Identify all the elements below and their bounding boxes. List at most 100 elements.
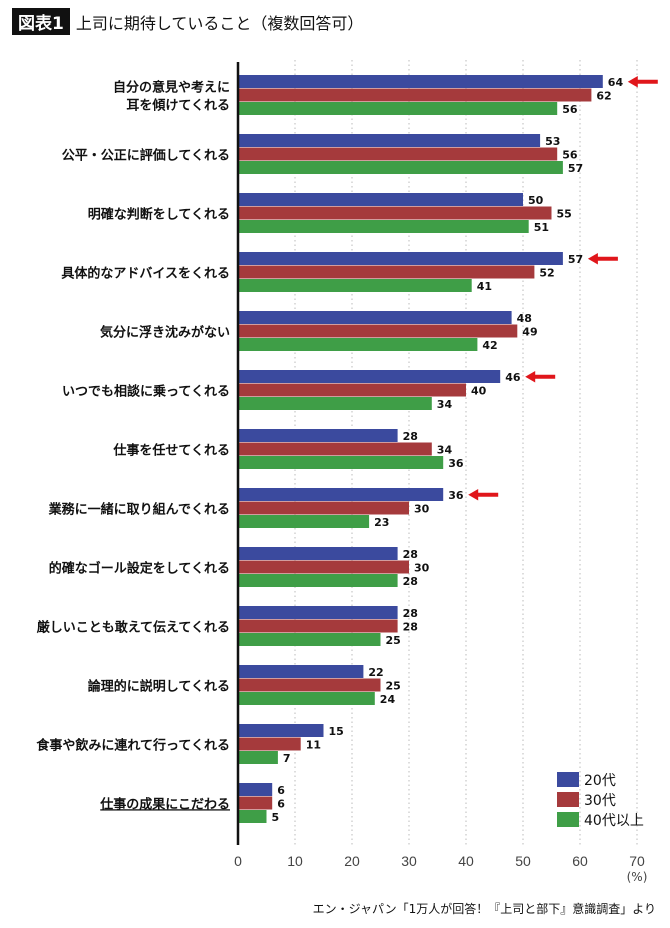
bar	[238, 810, 267, 823]
data-label: 57	[568, 253, 583, 266]
legend-swatch	[557, 772, 579, 787]
category-label: 仕事を任せてくれる	[112, 442, 230, 458]
data-label: 34	[437, 398, 453, 411]
category-label: 仕事の成果にこだわる	[99, 796, 230, 812]
bar	[238, 442, 432, 456]
bar	[238, 370, 501, 383]
data-label: 28	[403, 607, 418, 620]
highlight-arrow-icon	[525, 371, 556, 383]
highlight-arrow-icon	[587, 253, 618, 265]
data-label: 64	[608, 76, 624, 89]
bar	[238, 606, 398, 619]
data-label: 6	[277, 798, 285, 811]
bar	[238, 665, 364, 678]
data-label: 11	[306, 739, 321, 752]
category-label: 業務に一緒に取り組んでくれる	[48, 501, 230, 517]
category-label: 厳しいことも敢えて伝えてくれる	[37, 619, 230, 635]
chart-title: 図表1 上司に期待していること（複数回答可）	[12, 8, 363, 35]
bar	[238, 724, 324, 737]
data-label: 28	[403, 430, 418, 443]
category-label: 自分の意見や考えに	[113, 79, 230, 95]
data-label: 30	[414, 503, 430, 516]
data-label: 41	[477, 280, 492, 293]
category-label: 的確なゴール設定をしてくれる	[49, 560, 230, 576]
data-label: 28	[403, 575, 418, 588]
bar	[238, 560, 409, 574]
x-tick-label: 50	[515, 853, 531, 869]
bar	[238, 102, 558, 115]
bar	[238, 692, 375, 705]
bar	[238, 324, 518, 338]
x-tick-label: 20	[344, 853, 360, 869]
x-tick-label: 70	[629, 853, 645, 869]
data-label: 34	[437, 444, 453, 457]
data-label: 24	[380, 693, 396, 706]
legend-swatch	[557, 792, 579, 807]
bar	[238, 796, 273, 810]
data-label: 62	[596, 90, 611, 103]
figure-badge: 図表1	[12, 8, 70, 35]
data-label: 28	[403, 621, 418, 634]
category-label: 食事や飲みに連れて行ってくれる	[36, 737, 230, 753]
bar	[238, 265, 535, 279]
data-label: 49	[522, 326, 537, 339]
category-label: 耳を傾けてくれる	[126, 97, 230, 113]
x-tick-label: 40	[458, 853, 474, 869]
data-label: 6	[277, 784, 285, 797]
highlight-arrow-icon	[468, 489, 499, 501]
bar	[238, 488, 444, 501]
data-label: 36	[448, 457, 464, 470]
bar	[238, 633, 381, 646]
category-label: 明確な判断をしてくれる	[88, 206, 230, 222]
legend-swatch	[557, 812, 579, 827]
data-label: 56	[562, 103, 578, 116]
bar	[238, 383, 466, 397]
bar	[238, 678, 381, 692]
x-unit-label: (%)	[627, 870, 648, 884]
data-label: 55	[557, 208, 572, 221]
bar	[238, 279, 472, 292]
bar	[238, 501, 409, 515]
bar	[238, 515, 370, 528]
x-tick-label: 30	[401, 853, 417, 869]
bar	[238, 751, 278, 764]
bar	[238, 88, 592, 102]
bar	[238, 429, 398, 442]
bar	[238, 252, 563, 265]
x-tick-label: 10	[287, 853, 303, 869]
bar	[238, 397, 432, 410]
title-text: 上司に期待していること（複数回答可）	[75, 13, 364, 33]
data-label: 25	[386, 680, 401, 693]
data-label: 46	[505, 371, 521, 384]
data-label: 48	[517, 312, 532, 325]
bar	[238, 193, 523, 206]
bar	[238, 783, 273, 796]
category-label: 公平・公正に評価してくれる	[62, 147, 230, 163]
data-label: 56	[562, 149, 578, 162]
category-label: 論理的に説明してくれる	[88, 678, 230, 694]
bar	[238, 75, 603, 88]
x-tick-label: 0	[234, 853, 242, 869]
bar	[238, 574, 398, 587]
bar	[238, 311, 512, 324]
category-label: 気分に浮き沈みがない	[100, 324, 230, 340]
highlight-arrow-icon	[627, 76, 658, 88]
data-label: 52	[539, 267, 554, 280]
data-label: 42	[482, 339, 497, 352]
data-label: 7	[283, 752, 291, 765]
bar	[238, 338, 478, 351]
bar	[238, 147, 558, 161]
source-note: エン・ジャパン「1万人が回答！『上司と部下』意識調査」より	[312, 902, 656, 916]
data-label: 53	[545, 135, 560, 148]
legend-label: 40代以上	[584, 813, 644, 829]
data-label: 15	[329, 725, 344, 738]
data-label: 51	[534, 221, 549, 234]
data-label: 40	[471, 385, 487, 398]
data-label: 28	[403, 548, 418, 561]
bar	[238, 619, 398, 633]
category-label: 具体的なアドバイスをくれる	[61, 265, 230, 281]
legend-label: 20代	[584, 773, 616, 789]
data-label: 5	[272, 811, 280, 824]
data-label: 23	[374, 516, 389, 529]
